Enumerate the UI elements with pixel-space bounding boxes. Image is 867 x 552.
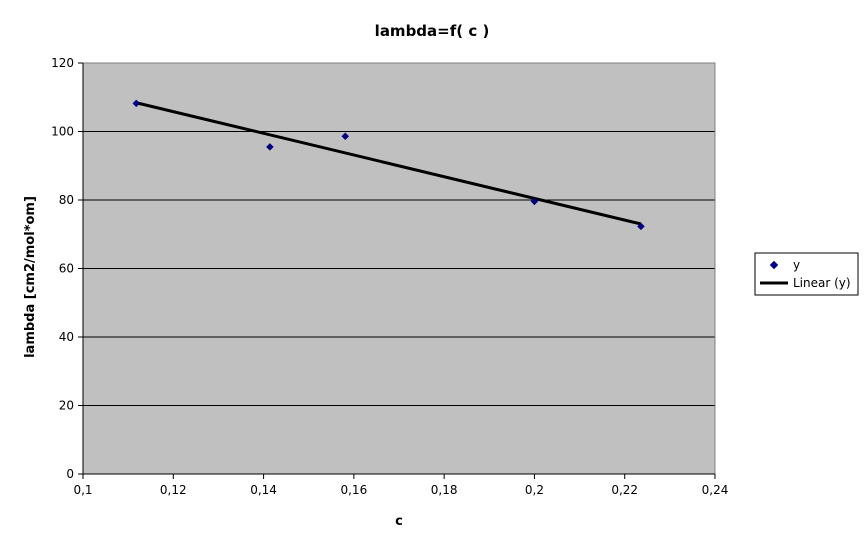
y-tick-label-4: 80 bbox=[59, 193, 74, 207]
x-tick-label-4: 0,18 bbox=[431, 483, 458, 497]
x-tick-label-7: 0,24 bbox=[702, 483, 729, 497]
plot-area: 0 20 40 60 80 100 120 0,1 0,12 0,14 0,16 0,18 0,2 0,2… bbox=[51, 56, 728, 497]
data-point-2 bbox=[341, 132, 350, 141]
data-point-4 bbox=[637, 222, 645, 231]
data-point-3 bbox=[530, 197, 539, 206]
y-tick-label-0: 0 bbox=[66, 467, 74, 481]
x-axis-label: c bbox=[395, 514, 403, 529]
x-tick-label-1: 0,12 bbox=[160, 483, 187, 497]
y-tick-label-2: 40 bbox=[59, 330, 74, 344]
legend: y Linear (y) bbox=[754, 252, 859, 296]
data-point-1 bbox=[266, 143, 274, 151]
x-tick-label-0: 0,1 bbox=[73, 483, 92, 497]
legend-box bbox=[754, 252, 859, 296]
data-point-0 bbox=[132, 99, 141, 108]
y-tick-label-1: 20 bbox=[59, 399, 74, 413]
legend-marker-0 bbox=[769, 260, 779, 270]
x-tick-label-6: 0,22 bbox=[611, 483, 638, 497]
chart-title: lambda=f( c ) bbox=[375, 22, 490, 40]
y-axis-label: lambda [cm2/mol*om] bbox=[23, 196, 38, 358]
y-tick-label-3: 60 bbox=[59, 262, 74, 276]
y-tick-label-6: 120 bbox=[51, 56, 74, 70]
legend-label-0: y bbox=[793, 258, 800, 272]
legend-label-1: Linear (y) bbox=[793, 276, 851, 290]
x-tick-label-3: 0,16 bbox=[340, 483, 367, 497]
trendline-1 bbox=[135, 101, 642, 226]
x-tick-label-5: 0,2 bbox=[525, 483, 544, 497]
y-tick-label-5: 100 bbox=[51, 125, 74, 139]
x-tick-label-2: 0,14 bbox=[250, 483, 277, 497]
